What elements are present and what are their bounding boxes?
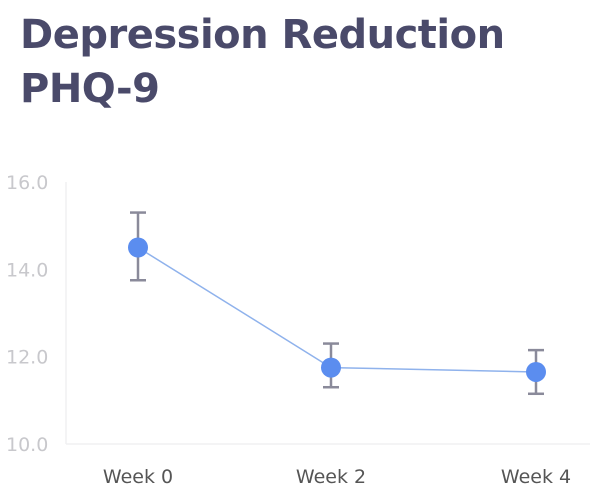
data-point <box>526 361 546 382</box>
data-points <box>128 237 546 382</box>
x-tick-label: Week 4 <box>501 466 571 488</box>
chart-title-line-1: Depression Reduction <box>20 12 505 58</box>
y-tick-labels: 10.0 12.0 14.0 16.0 <box>6 172 48 456</box>
y-tick-label: 10.0 <box>6 434 48 456</box>
data-point <box>128 237 148 258</box>
data-point <box>321 357 341 378</box>
y-tick-label: 12.0 <box>6 347 48 369</box>
chart-title: Depression Reduction PHQ-9 <box>20 8 505 116</box>
series-line-group <box>137 246 537 373</box>
x-tick-labels: Week 0 Week 2 Week 4 <box>103 466 571 488</box>
x-tick-label: Week 2 <box>296 466 366 488</box>
series-line <box>137 246 537 373</box>
axes <box>65 182 590 445</box>
y-tick-label: 14.0 <box>6 259 48 281</box>
y-tick-label: 16.0 <box>6 172 48 194</box>
x-tick-label: Week 0 <box>103 466 173 488</box>
chart-title-line-2: PHQ-9 <box>20 66 160 112</box>
